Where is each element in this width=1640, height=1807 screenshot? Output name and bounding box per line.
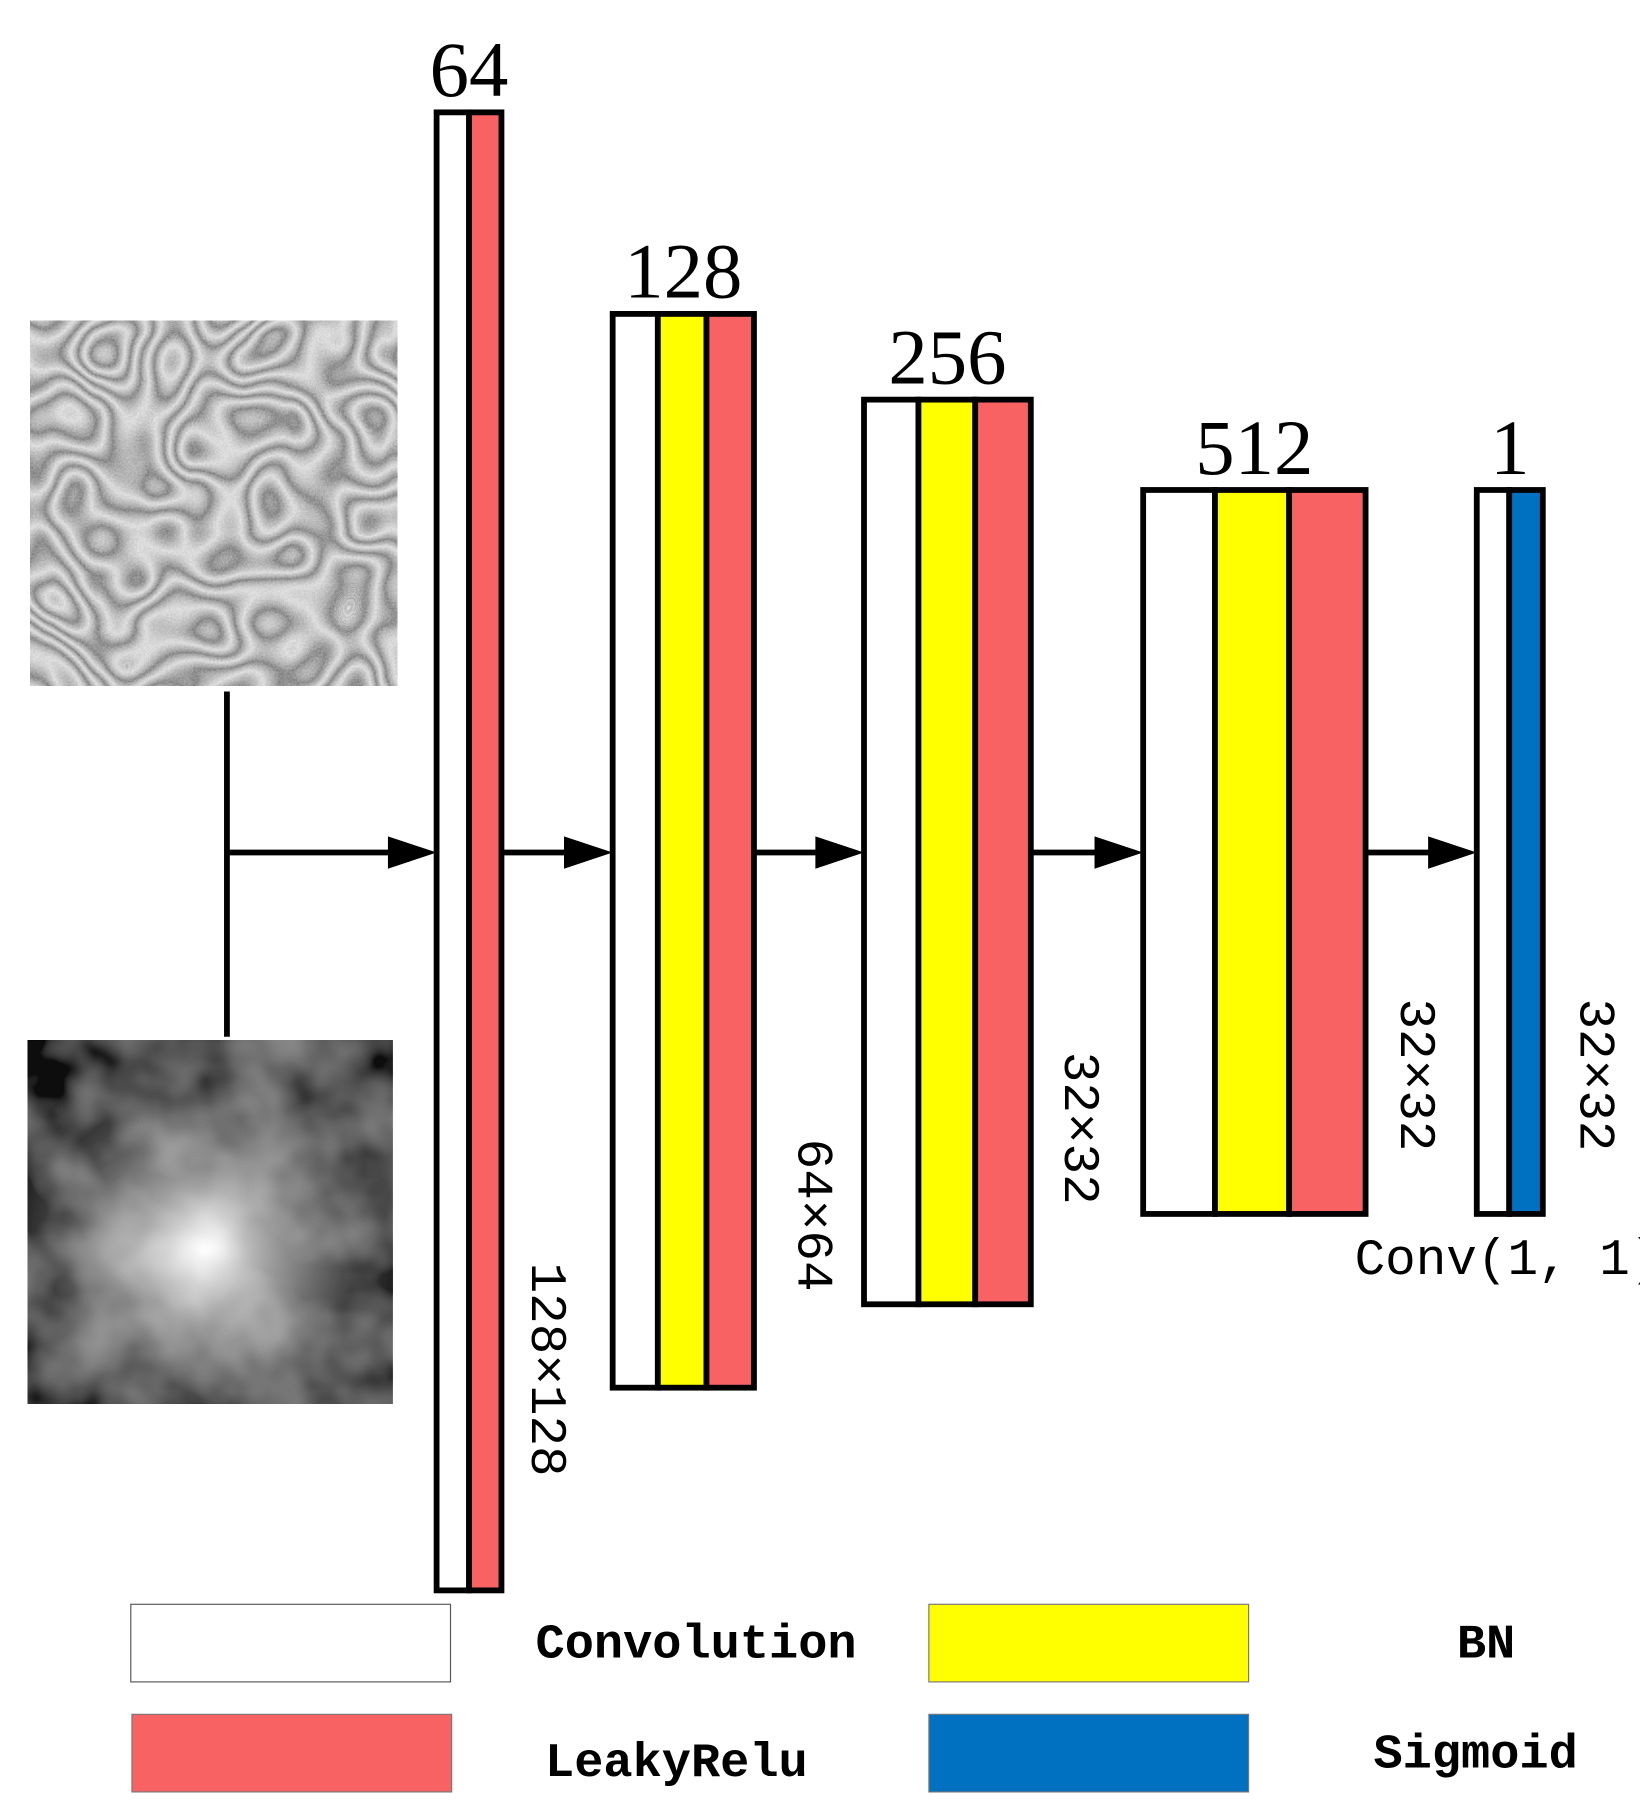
feature-size: 128×128	[516, 1263, 573, 1477]
layer	[1506, 487, 1546, 1217]
feature-size: 32×32	[1049, 1052, 1106, 1205]
feature-size: 32×32	[1564, 998, 1621, 1151]
legend-swatch	[130, 1603, 452, 1683]
layer	[466, 109, 505, 1594]
arrows	[226, 836, 1477, 869]
arrow-head	[1428, 836, 1477, 869]
arrow-head	[387, 836, 437, 869]
arrow-head	[815, 836, 865, 869]
layer	[1473, 487, 1513, 1217]
legend-label: BN	[1457, 1617, 1515, 1673]
channel-count: 128	[624, 229, 742, 316]
layer	[433, 109, 472, 1594]
blocks: 64 128×128 128 64×64 256 32×32 512 32×32 1 32×32 C…	[430, 27, 1640, 1594]
channel-count: 256	[888, 314, 1006, 401]
layer	[861, 396, 922, 1308]
layer	[1140, 487, 1218, 1217]
feature-size: 64×64	[782, 1139, 839, 1292]
layer	[1212, 487, 1293, 1217]
layer	[609, 311, 661, 1391]
layer	[654, 311, 710, 1391]
legend-label: Sigmoid	[1373, 1727, 1577, 1783]
legend: Convolution BN LeakyRelu Sigmoid	[130, 1603, 1578, 1793]
legend-label: LeakyRelu	[545, 1735, 808, 1791]
legend-label: Convolution	[536, 1617, 857, 1673]
feature-size: 32×32	[1385, 998, 1442, 1151]
channel-count: 64	[430, 27, 509, 114]
legend-swatch	[928, 1603, 1250, 1683]
layer	[915, 396, 979, 1308]
layer	[972, 396, 1034, 1308]
input-dem-image	[27, 1040, 393, 1404]
layer	[703, 311, 757, 1391]
legend-swatch	[131, 1713, 453, 1793]
arrow-head	[564, 836, 613, 869]
input-fringe-image	[30, 320, 398, 686]
channel-count: 512	[1195, 405, 1313, 492]
legend-swatch	[928, 1713, 1250, 1793]
channel-count: 1	[1490, 405, 1529, 492]
arrow-head	[1094, 836, 1144, 869]
layer	[1286, 487, 1369, 1217]
layer-note: Conv(1, 1)	[1355, 1233, 1640, 1290]
